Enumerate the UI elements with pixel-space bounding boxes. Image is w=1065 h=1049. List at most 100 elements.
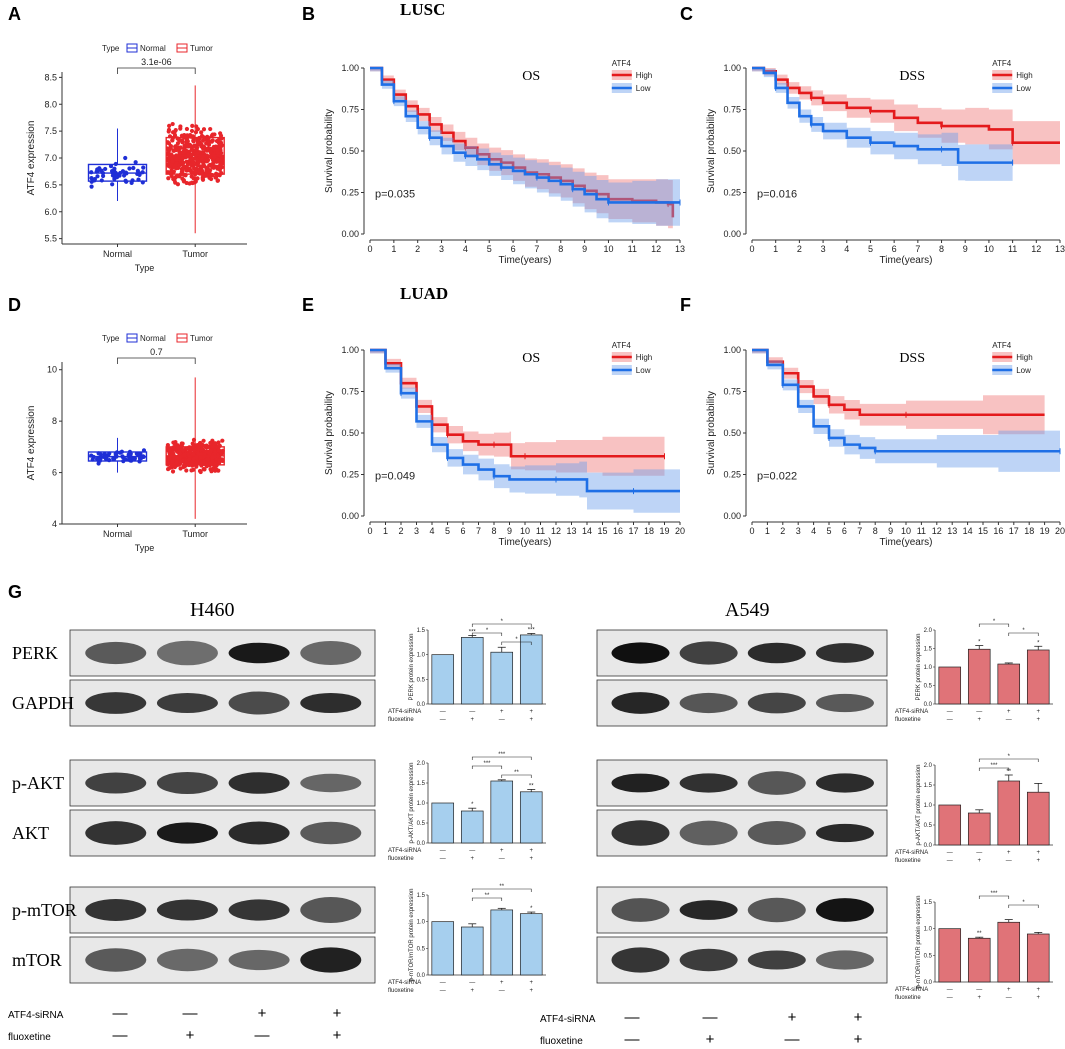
blot-band — [85, 772, 147, 794]
y-tick-label: 7.0 — [44, 153, 57, 163]
x-tick-label: 6 — [511, 244, 516, 254]
scatter-point — [89, 179, 94, 184]
scatter-point — [217, 142, 222, 147]
bar — [460, 637, 484, 705]
legend-label: Low — [1016, 366, 1031, 375]
y-tick-label: 2.0 — [417, 761, 426, 767]
x-tick-label: 3 — [796, 526, 801, 536]
scatter-point — [210, 455, 215, 460]
y-tick-label: 1.00 — [341, 63, 359, 73]
scatter-point — [189, 128, 195, 134]
scatter-point — [133, 160, 138, 165]
bar — [490, 909, 514, 976]
y-tick-label: 0.5 — [924, 684, 933, 690]
bracket — [978, 895, 1010, 899]
blot-band — [85, 641, 147, 665]
scatter-point — [177, 451, 183, 457]
bar-condition-sign: + — [1036, 858, 1040, 864]
x-tick-label: 2 — [797, 244, 802, 254]
x-tick-label: 5 — [445, 526, 450, 536]
y-axis-label: ATF4 expression — [26, 406, 37, 481]
protein-label: GAPDH — [12, 693, 74, 713]
blot-band — [815, 693, 874, 713]
bracket-label: * — [501, 619, 504, 625]
y-tick-label: 0.25 — [341, 470, 359, 480]
y-tick-label: 0.25 — [341, 188, 359, 198]
blot-band — [300, 693, 362, 713]
scatter-point — [173, 180, 178, 185]
km-plot-c: 0.000.250.500.751.000 1 2 3 4 5 6 7 8 9 10 11 12 13Ti… — [706, 59, 1065, 266]
y-tick-label: 1.0 — [924, 665, 933, 671]
scatter-point — [179, 156, 185, 161]
scatter-point — [189, 147, 194, 152]
scatter-point — [181, 160, 186, 165]
km-plot-b: 0.000.250.500.751.000 1 2 3 4 5 6 7 8 9 10 11 12 13Ti… — [324, 59, 685, 266]
scatter-point — [217, 164, 223, 169]
scatter-point — [127, 456, 132, 461]
y-tick-label: 0.5 — [417, 946, 426, 952]
bar-condition-sign: + — [529, 717, 533, 723]
cohort-title-luad: LUAD — [400, 284, 448, 303]
scatter-point — [95, 174, 100, 179]
x-axis-label: Time(years) — [880, 537, 933, 548]
blot-a549-2-0 — [596, 886, 888, 934]
blot-band — [300, 897, 362, 923]
panel-label-c: C — [680, 4, 693, 24]
ci-band-low — [752, 68, 1013, 185]
scatter-point — [197, 468, 203, 474]
bar — [997, 663, 1021, 705]
bar-condition-sign: — — [469, 980, 475, 986]
y-tick-label: 4 — [52, 519, 57, 529]
y-tick-label: 1.5 — [924, 647, 933, 653]
protein-label: mTOR — [12, 950, 62, 970]
scatter-point — [213, 144, 218, 149]
y-tick-label: 2.0 — [924, 763, 933, 769]
bracket-label: ** — [485, 893, 490, 899]
x-tick-label: 2 — [415, 244, 420, 254]
x-tick-label: 9 — [507, 526, 512, 536]
km-curve-high — [752, 66, 1060, 144]
bar-condition-sign: + — [500, 980, 504, 986]
y-tick-label: 1.0 — [924, 927, 933, 933]
blot-band — [679, 948, 738, 972]
scatter-point — [217, 167, 223, 172]
scatter-point — [188, 143, 193, 148]
bar-condition-sign: — — [469, 709, 475, 715]
scatter-point — [127, 166, 132, 171]
bracket — [471, 756, 532, 760]
scatter-point — [167, 447, 172, 452]
blot-band — [611, 898, 670, 922]
bar-condition-sign: — — [469, 848, 475, 854]
blot-band — [747, 692, 806, 714]
condition-sign: + — [333, 1005, 342, 1022]
bracket-label: ** — [514, 770, 519, 776]
x-tick-label: 17 — [628, 526, 638, 536]
scatter-point — [99, 168, 104, 173]
scatter-point — [137, 172, 142, 178]
y-axis-label: p-mTOR/mTOR protein expression — [916, 896, 922, 989]
bar — [431, 802, 455, 844]
bar — [1026, 649, 1050, 705]
bar-condition-sign: — — [947, 709, 953, 715]
y-tick-label: 0.00 — [723, 511, 741, 521]
scatter-point — [170, 459, 175, 464]
blot-h460-0-0 — [69, 629, 376, 677]
y-tick-label: 1.5 — [417, 781, 426, 787]
x-tick-label: 5 — [868, 244, 873, 254]
blot-band — [747, 950, 806, 970]
bracket-label: * — [486, 628, 489, 634]
bar-condition-sign: + — [1036, 850, 1040, 856]
x-tick-label: 0 — [749, 526, 754, 536]
bar-condition-sign: + — [529, 848, 533, 854]
panel-label-b: B — [302, 4, 315, 24]
pvalue-bracket — [117, 357, 196, 364]
x-tick-label: 8 — [558, 244, 563, 254]
blot-band — [228, 821, 290, 845]
x-tick-label: 13 — [947, 526, 957, 536]
blot-band — [300, 947, 362, 973]
bracket-label: *** — [498, 752, 506, 758]
blot-band — [815, 643, 874, 663]
condition-sign: + — [706, 1031, 715, 1048]
x-tick-label: 9 — [963, 244, 968, 254]
y-axis-label: Survival probability — [706, 109, 717, 193]
